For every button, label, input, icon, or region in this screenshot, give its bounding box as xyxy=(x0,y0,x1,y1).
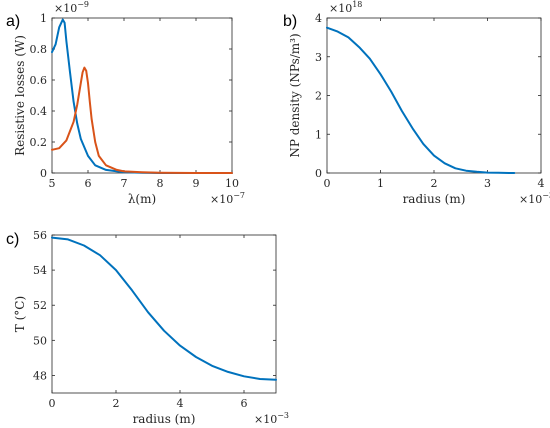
series-line-1 xyxy=(51,236,277,381)
y-axis-label: Resistive losses (W) xyxy=(13,35,27,156)
y-multiplier: ×10−9 xyxy=(54,0,89,15)
panel-letter-c: c) xyxy=(6,231,19,248)
x-tick-label: 3 xyxy=(484,177,491,190)
x-multiplier: ×10−3 xyxy=(254,411,289,426)
x-tick-label: 6 xyxy=(85,177,92,190)
x-tick-label: 2 xyxy=(113,397,120,410)
panel-letter-b: b) xyxy=(283,13,297,30)
y-tick-label: 1 xyxy=(315,128,322,141)
y-axis-label: T (°C) xyxy=(13,296,27,332)
chart-b: 0 1 2 3 4 0 1 2 3 4 radius (m) NP density (NPs/m³) ×… xyxy=(288,0,550,206)
x-tick-label: 4 xyxy=(538,177,545,190)
y-tick-label: 4 xyxy=(315,12,322,25)
y-multiplier: ×1018 xyxy=(329,0,362,15)
x-axis-label: λ(m) xyxy=(128,192,156,206)
y-tick-label: 0 xyxy=(40,167,47,180)
x-tick-label: 4 xyxy=(177,397,184,410)
x-tick-label: 0 xyxy=(49,397,56,410)
x-tick-label: 0 xyxy=(324,177,331,190)
y-tick-label: 0 xyxy=(315,167,322,180)
y-tick-label: 3 xyxy=(315,51,322,64)
y-tick-label: 0.4 xyxy=(30,105,48,118)
x-tick-label: 5 xyxy=(49,177,56,190)
x-multiplier: ×10−3 xyxy=(519,191,550,206)
axes-box xyxy=(51,234,277,394)
y-tick-label: 0.6 xyxy=(30,74,48,87)
x-tick-label: 6 xyxy=(241,397,248,410)
y-tick-label: 0.8 xyxy=(30,43,48,56)
x-tick-label: 2 xyxy=(431,177,438,190)
panel-letter-a: a) xyxy=(6,13,20,30)
y-tick-label: 52 xyxy=(33,299,47,312)
series-line-1 xyxy=(326,26,516,174)
series-line-2 xyxy=(51,66,233,174)
x-tick-label: 10 xyxy=(225,177,239,190)
x-tick-label: 1 xyxy=(377,177,384,190)
y-axis-label: NP density (NPs/m³) xyxy=(288,33,302,157)
x-axis-label: radius (m) xyxy=(133,412,196,426)
y-tick-label: 54 xyxy=(33,264,47,277)
y-tick-label: 48 xyxy=(33,369,47,382)
x-tick-label: 9 xyxy=(193,177,200,190)
axes-box xyxy=(326,17,542,174)
x-tick-label: 7 xyxy=(121,177,128,190)
y-tick-label: 56 xyxy=(33,229,47,242)
y-tick-label: 0.2 xyxy=(30,136,48,149)
chart-a: 5 6 7 8 9 10 0 0.2 0.4 0.6 0.8 1 λ(m) Resistive losse… xyxy=(13,0,245,206)
x-axis-label: radius (m) xyxy=(403,192,466,206)
x-multiplier: ×10−7 xyxy=(210,191,245,206)
y-tick-label: 50 xyxy=(33,334,47,347)
y-tick-label: 1 xyxy=(40,12,47,25)
x-tick-label: 8 xyxy=(157,177,164,190)
y-tick-label: 2 xyxy=(315,90,322,103)
